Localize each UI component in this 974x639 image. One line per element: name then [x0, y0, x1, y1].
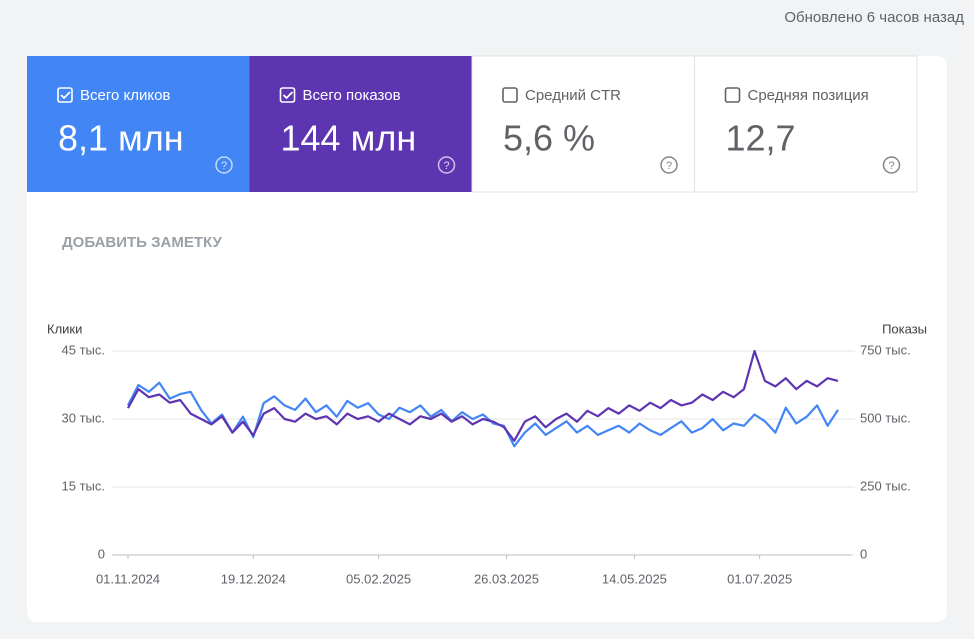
- tile[interactable]: [249, 56, 473, 192]
- y-tick-label: 30 тыс.: [62, 410, 105, 425]
- tile[interactable]: [471, 55, 695, 193]
- help-mark: ?: [221, 160, 227, 172]
- checkbox: [502, 87, 518, 103]
- help-mark: ?: [443, 160, 449, 172]
- card: [27, 56, 947, 622]
- x-tick-label: 19.12.2024: [221, 571, 286, 586]
- y-tick-label: 15 тыс.: [62, 478, 105, 493]
- checkmark: [60, 91, 71, 100]
- tile[interactable]: [694, 55, 918, 193]
- checkbox: [724, 87, 741, 103]
- updated: Обновлено 6 часов назад: [784, 9, 964, 26]
- tile-label: Средняя позиция: [748, 87, 869, 104]
- y-tick-label: 0: [98, 546, 105, 561]
- y-tick-label: 45 тыс.: [62, 342, 105, 357]
- help-icon: [882, 156, 901, 174]
- tile-label: Средний CTR: [525, 87, 621, 104]
- series-line: [127, 381, 839, 448]
- y2-tick-label: 0: [860, 546, 867, 561]
- tile-value: 144 млн: [281, 118, 417, 159]
- x-tick-label: 01.11.2024: [96, 571, 160, 586]
- tile-value: 8,1 млн: [58, 118, 184, 159]
- x-tick-label: 05.02.2025: [346, 571, 411, 586]
- checkbox: [279, 87, 296, 103]
- checkmark: [282, 91, 294, 100]
- help-icon: [437, 156, 456, 174]
- y2-tick-label: 750 тыс.: [860, 342, 911, 357]
- help-icon: [215, 156, 233, 174]
- help-mark: ?: [666, 160, 672, 172]
- tile-label: Всего показов: [303, 87, 401, 104]
- y-axis-label: Клики: [47, 321, 82, 336]
- y2-tick-label: 250 тыс.: [860, 478, 911, 493]
- help-mark: ?: [888, 160, 894, 172]
- add-note[interactable]: ДОБАВИТЬ ЗАМЕТКУ: [62, 234, 223, 251]
- tile-value: 5,6 %: [503, 118, 595, 159]
- checkbox: [57, 87, 73, 103]
- y2-axis-label: Показы: [882, 321, 927, 336]
- series-line: [127, 349, 839, 442]
- y2-tick-label: 500 тыс.: [860, 410, 911, 425]
- tile[interactable]: [27, 56, 250, 192]
- x-tick-label: 14.05.2025: [602, 571, 667, 586]
- help-icon: [660, 156, 678, 174]
- x-tick-label: 26.03.2025: [474, 571, 539, 586]
- tile-value: 12,7: [726, 118, 796, 159]
- x-tick-label: 01.07.2025: [727, 571, 792, 586]
- tile-label: Всего кликов: [80, 87, 170, 104]
